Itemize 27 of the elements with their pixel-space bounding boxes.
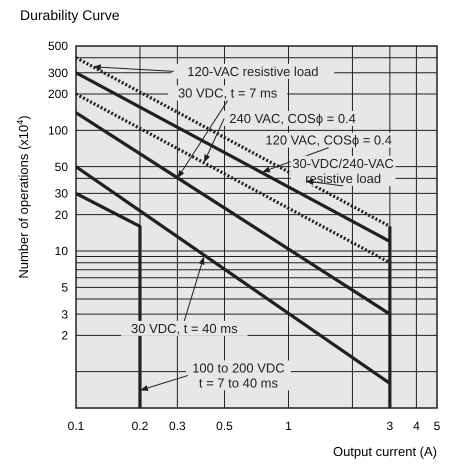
x-tick-label: 4 [413, 419, 420, 433]
x-tick-label: 3 [386, 419, 394, 433]
chart-title: Durability Curve [20, 7, 120, 23]
x-tick-label: 0.5 [216, 419, 234, 433]
y-tick-label: 100 [48, 124, 68, 138]
annotation: 120 VAC, COSϕ = 0.4 [265, 132, 392, 148]
x-axis-title: Output current (A) [332, 444, 437, 459]
annotation: 240 VAC, COSϕ = 0.4 [229, 110, 356, 126]
x-tick-label: 0.1 [68, 419, 85, 433]
y-tick-label: 5 [61, 280, 68, 295]
y-tick-label: 10 [54, 244, 68, 258]
y-tick-label: 30 [54, 186, 68, 201]
y-tick-label: 200 [48, 87, 68, 102]
y-tick-label: 300 [48, 66, 68, 80]
annotation: 120-VAC resistive load [187, 64, 319, 79]
y-tick-label: 3 [61, 307, 68, 322]
x-tick-label: 1 [285, 419, 292, 433]
y-tick-label: 20 [54, 208, 68, 222]
y-tick-label: 500 [48, 39, 68, 54]
annotation: 100 to 200 VDC t = 7 to 40 ms [192, 360, 285, 390]
annotation: 30 VDC, t = 40 ms [131, 320, 238, 336]
y-tick-label: 50 [54, 160, 68, 174]
y-tick-label: 2 [61, 328, 68, 343]
annotation: 30 VDC, t = 7 ms [178, 86, 278, 101]
x-tick-label: 0.2 [132, 419, 149, 433]
x-tick-label: 5 [434, 419, 441, 433]
x-tick-label: 0.3 [169, 419, 186, 433]
